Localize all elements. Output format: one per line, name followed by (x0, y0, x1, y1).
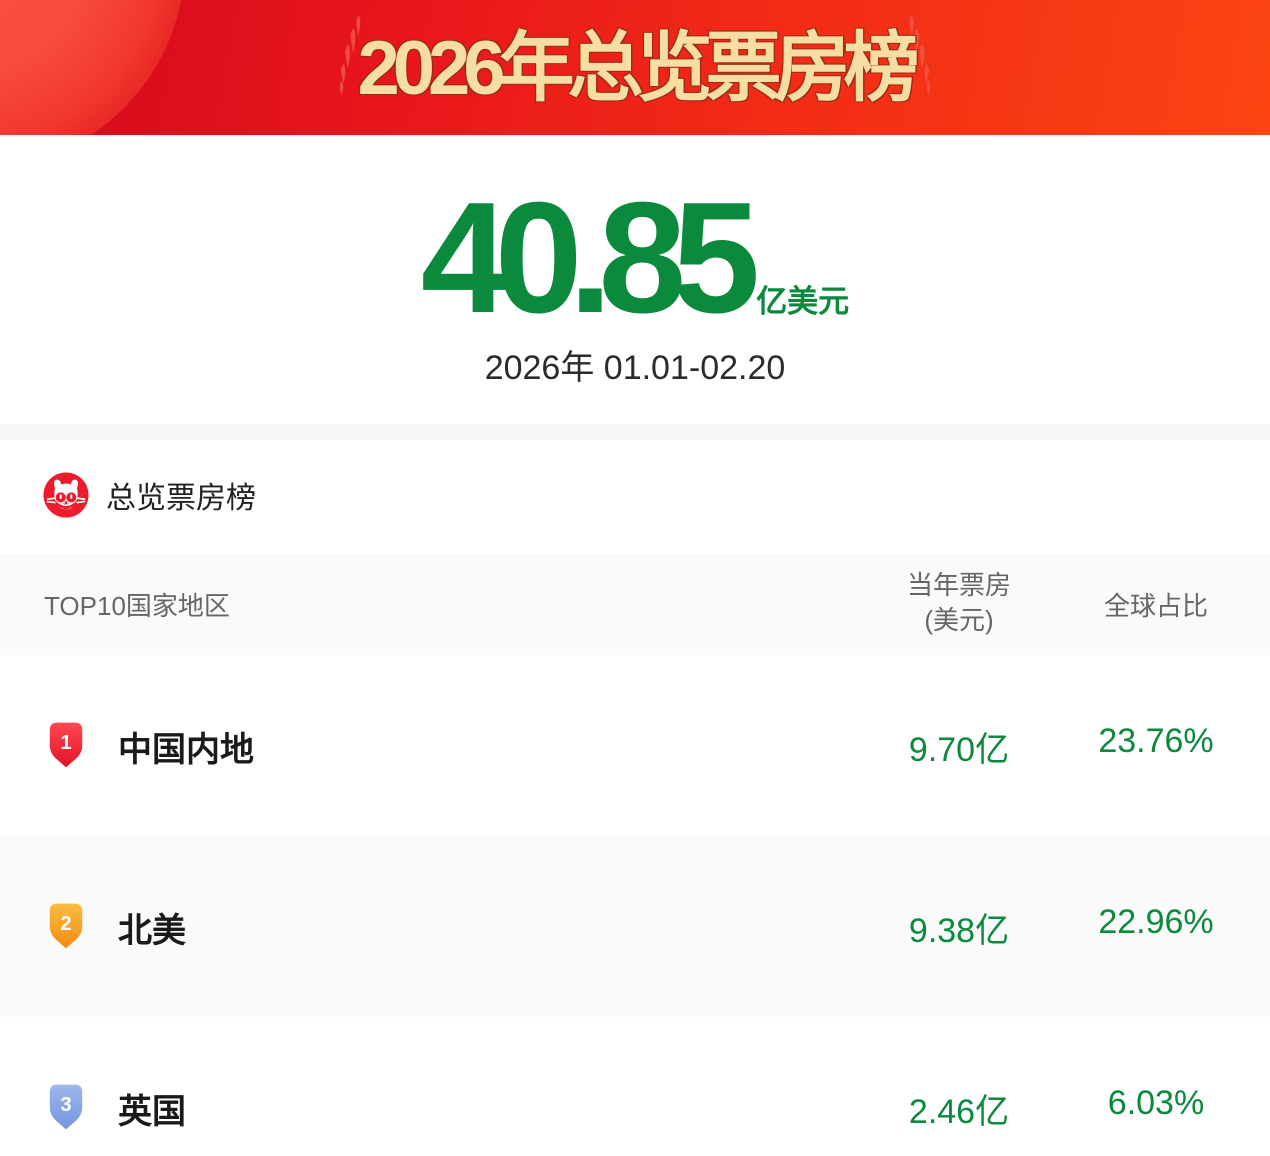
svg-text:3: 3 (60, 1094, 71, 1116)
svg-text:2: 2 (60, 913, 71, 935)
svg-text:1: 1 (60, 732, 71, 754)
